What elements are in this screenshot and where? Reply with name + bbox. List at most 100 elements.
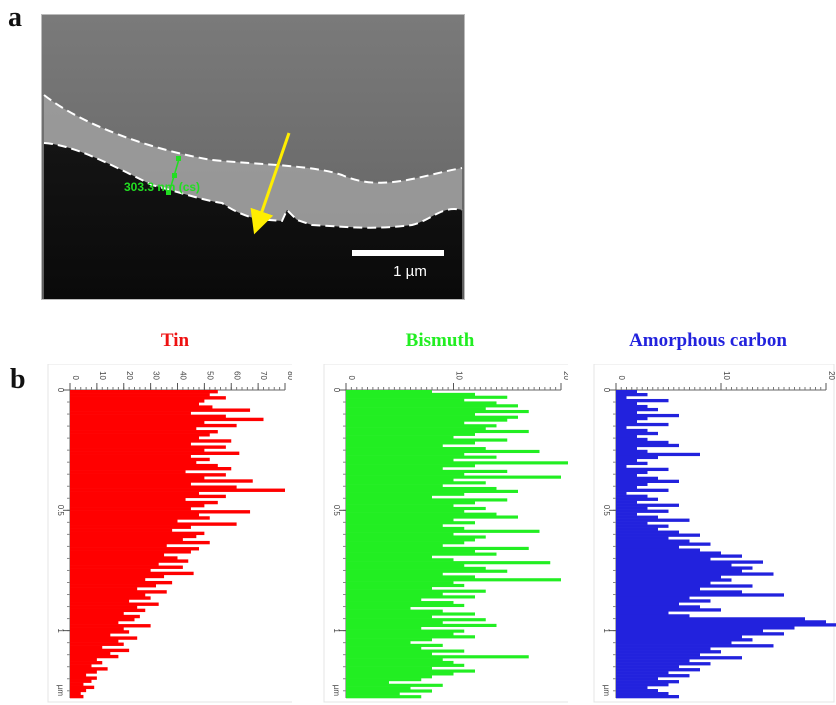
profile-bar xyxy=(616,503,679,507)
y-tick-label: 1 xyxy=(332,628,341,633)
profile-bar xyxy=(346,515,518,519)
profile-bar xyxy=(616,506,648,510)
profile-bar xyxy=(346,498,508,502)
profile-bar xyxy=(616,689,658,693)
profile-bar xyxy=(616,641,732,645)
profile-bar xyxy=(346,626,422,630)
profile-bar xyxy=(346,407,486,411)
measurement-handle-mid xyxy=(172,173,177,178)
profile-bar xyxy=(346,672,454,676)
profile-bar xyxy=(616,695,679,699)
carbon-chart: 0 10 20 0 0.5 1 µm xyxy=(588,364,836,704)
profile-bar xyxy=(616,587,700,591)
profile-bar xyxy=(346,655,529,659)
profile-bar xyxy=(70,617,135,622)
profile-bar xyxy=(346,532,454,536)
bismuth-chart-title: Bismuth xyxy=(405,330,475,351)
profile-bar xyxy=(346,438,508,442)
profile-bar xyxy=(616,602,679,606)
profile-bar xyxy=(346,589,486,593)
profile-bar xyxy=(70,636,138,640)
x-tick-label: 20 xyxy=(562,371,568,380)
profile-bar xyxy=(346,484,443,488)
profile-bar xyxy=(346,675,432,679)
profile-bar xyxy=(616,479,679,483)
profile-bar xyxy=(616,545,679,549)
profile-bar xyxy=(616,458,637,463)
profile-bar xyxy=(616,683,669,687)
profile-bar xyxy=(70,679,92,683)
profile-bar xyxy=(346,603,465,608)
profile-bar xyxy=(616,521,648,525)
profile-bar xyxy=(70,454,191,459)
tin-chart-title: Tin xyxy=(160,330,190,351)
profile-bar xyxy=(70,661,103,665)
profile-bar xyxy=(346,680,389,685)
profile-bar xyxy=(70,497,186,502)
profile-bar xyxy=(616,500,637,504)
profile-bar xyxy=(346,566,486,570)
profile-bar xyxy=(346,621,443,625)
scale-bar xyxy=(352,250,444,256)
profile-bar xyxy=(70,676,97,680)
profile-bar xyxy=(70,513,199,517)
profile-bar xyxy=(70,442,191,446)
profile-bar xyxy=(346,512,497,516)
profile-bar xyxy=(616,662,711,666)
interlayer-band xyxy=(44,95,462,228)
profile-bar xyxy=(616,608,721,612)
profile-bar xyxy=(346,506,486,511)
profile-bar xyxy=(70,507,191,511)
profile-bar xyxy=(70,534,197,539)
profile-bar xyxy=(616,497,658,501)
profile-bar xyxy=(616,569,742,573)
profile-bar xyxy=(616,605,700,609)
profile-bar xyxy=(346,686,411,690)
profile-bar xyxy=(346,692,400,696)
profile-bar xyxy=(346,509,465,513)
profile-bar xyxy=(70,500,218,505)
lower-boundary-line xyxy=(43,142,463,229)
profile-bar xyxy=(346,578,561,582)
chart-frame xyxy=(593,364,835,703)
profile-bar xyxy=(616,557,711,561)
profile-bar xyxy=(616,530,679,534)
y-tick-label: 1 xyxy=(56,628,65,633)
profile-bar xyxy=(70,516,210,520)
profile-bar xyxy=(70,544,167,548)
profile-bar xyxy=(70,525,191,529)
profile-bar xyxy=(616,473,637,478)
chart-frame xyxy=(323,364,568,703)
profile-bar xyxy=(616,680,679,684)
profile-bar xyxy=(70,519,178,523)
profile-bar xyxy=(70,614,140,619)
profile-bar xyxy=(616,575,721,579)
profile-bar xyxy=(616,671,669,675)
profile-bar xyxy=(616,461,648,466)
profile-bar xyxy=(70,605,138,609)
profile-bar xyxy=(70,439,232,443)
profile-bar xyxy=(346,612,475,616)
x-tick-label: 80 xyxy=(286,371,292,380)
profile-bar xyxy=(346,615,432,619)
profile-bar xyxy=(346,572,443,576)
profile-bar xyxy=(346,606,411,610)
profile-bar xyxy=(616,584,753,588)
x-tick-label: 40 xyxy=(179,371,188,380)
profile-bar xyxy=(70,645,103,650)
profile-bar xyxy=(616,452,700,457)
profile-bar xyxy=(70,547,199,551)
y-tick-label: 0.5 xyxy=(332,505,341,517)
profile-bar xyxy=(616,635,742,639)
profile-bar xyxy=(70,574,165,579)
profile-bar xyxy=(70,426,197,431)
profile-bar xyxy=(616,659,690,663)
profile-bar xyxy=(70,430,218,434)
profile-bar xyxy=(616,638,753,642)
profile-bar xyxy=(616,509,669,513)
profile-bar xyxy=(616,560,763,564)
profile-bar xyxy=(346,598,422,602)
profile-bar xyxy=(616,392,648,397)
profile-bar xyxy=(346,538,475,542)
profile-bar xyxy=(70,553,165,557)
